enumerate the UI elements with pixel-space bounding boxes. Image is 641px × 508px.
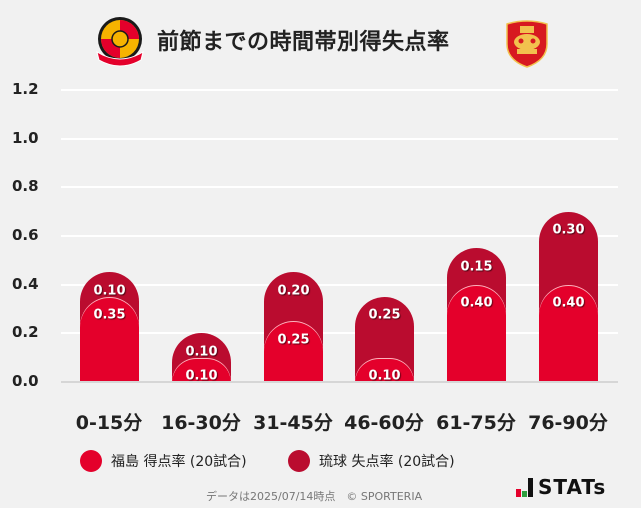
x-axis-baseline [61, 381, 618, 383]
legend-item-away: 琉球 失点率 (20試合) [288, 450, 455, 472]
gridline [61, 186, 618, 188]
data-source-note: データは2025/07/14時点 © SPORTERIA [206, 490, 423, 503]
stats-bars-icon [516, 478, 534, 497]
home-bar [447, 285, 506, 382]
away-value-label: 0.15 [460, 259, 493, 275]
home-bar [80, 297, 139, 382]
home-bar [539, 285, 598, 382]
legend-swatch-away-icon [288, 450, 310, 472]
x-tick: 16-30分 [161, 412, 241, 434]
y-tick: 1.0 [12, 129, 39, 147]
chart-title: 前節までの時間帯別得失点率 [157, 30, 450, 55]
home-bar [264, 321, 323, 382]
y-tick: 0.4 [12, 275, 39, 293]
away-value-label: 0.20 [277, 283, 310, 299]
x-tick: 46-60分 [344, 412, 424, 434]
gridline [61, 89, 618, 91]
home-value-label: 0.10 [368, 368, 401, 384]
home-value-label: 0.10 [185, 368, 218, 384]
fc-ryukyu-logo-icon [503, 18, 551, 68]
y-tick: 1.2 [12, 80, 39, 98]
away-value-label: 0.25 [368, 307, 401, 323]
x-tick: 61-75分 [436, 412, 516, 434]
x-tick: 0-15分 [75, 412, 143, 434]
gridline [61, 284, 618, 286]
home-value-label: 0.35 [93, 307, 126, 323]
legend-swatch-home-icon [80, 450, 102, 472]
away-value-label: 0.10 [185, 344, 218, 360]
gridline [61, 235, 618, 237]
home-bar [355, 358, 414, 382]
x-tick: 31-45分 [253, 412, 333, 434]
legend-label: 福島 得点率 (20試合) [111, 454, 247, 470]
legend-item-home: 福島 得点率 (20試合) [80, 450, 247, 472]
y-tick: 0.8 [12, 177, 39, 195]
home-value-label: 0.40 [460, 295, 493, 311]
gridline [61, 138, 618, 140]
away-value-label: 0.30 [552, 222, 585, 238]
y-tick: 0.6 [12, 226, 39, 244]
home-value-label: 0.25 [277, 332, 310, 348]
gridline [61, 332, 618, 334]
fukushima-united-logo-icon [93, 14, 147, 70]
chart-header: 前節までの時間帯別得失点率 [0, 0, 641, 75]
x-tick: 76-90分 [528, 412, 608, 434]
stats-brand-text: STATs [538, 475, 607, 499]
chart-legend: 福島 得点率 (20試合) 琉球 失点率 (20試合) [0, 450, 641, 474]
home-bar [172, 358, 231, 382]
away-value-label: 0.10 [93, 283, 126, 299]
chart-plot-area: 1.2 1.0 0.8 0.6 0.4 0.2 0.0 0.10 0.35 0.… [12, 80, 618, 390]
legend-label: 琉球 失点率 (20試合) [319, 454, 455, 470]
stats-brand-logo: STATs [516, 477, 606, 497]
home-value-label: 0.40 [552, 295, 585, 311]
y-tick: 0.0 [12, 372, 39, 390]
y-tick: 0.2 [12, 323, 39, 341]
